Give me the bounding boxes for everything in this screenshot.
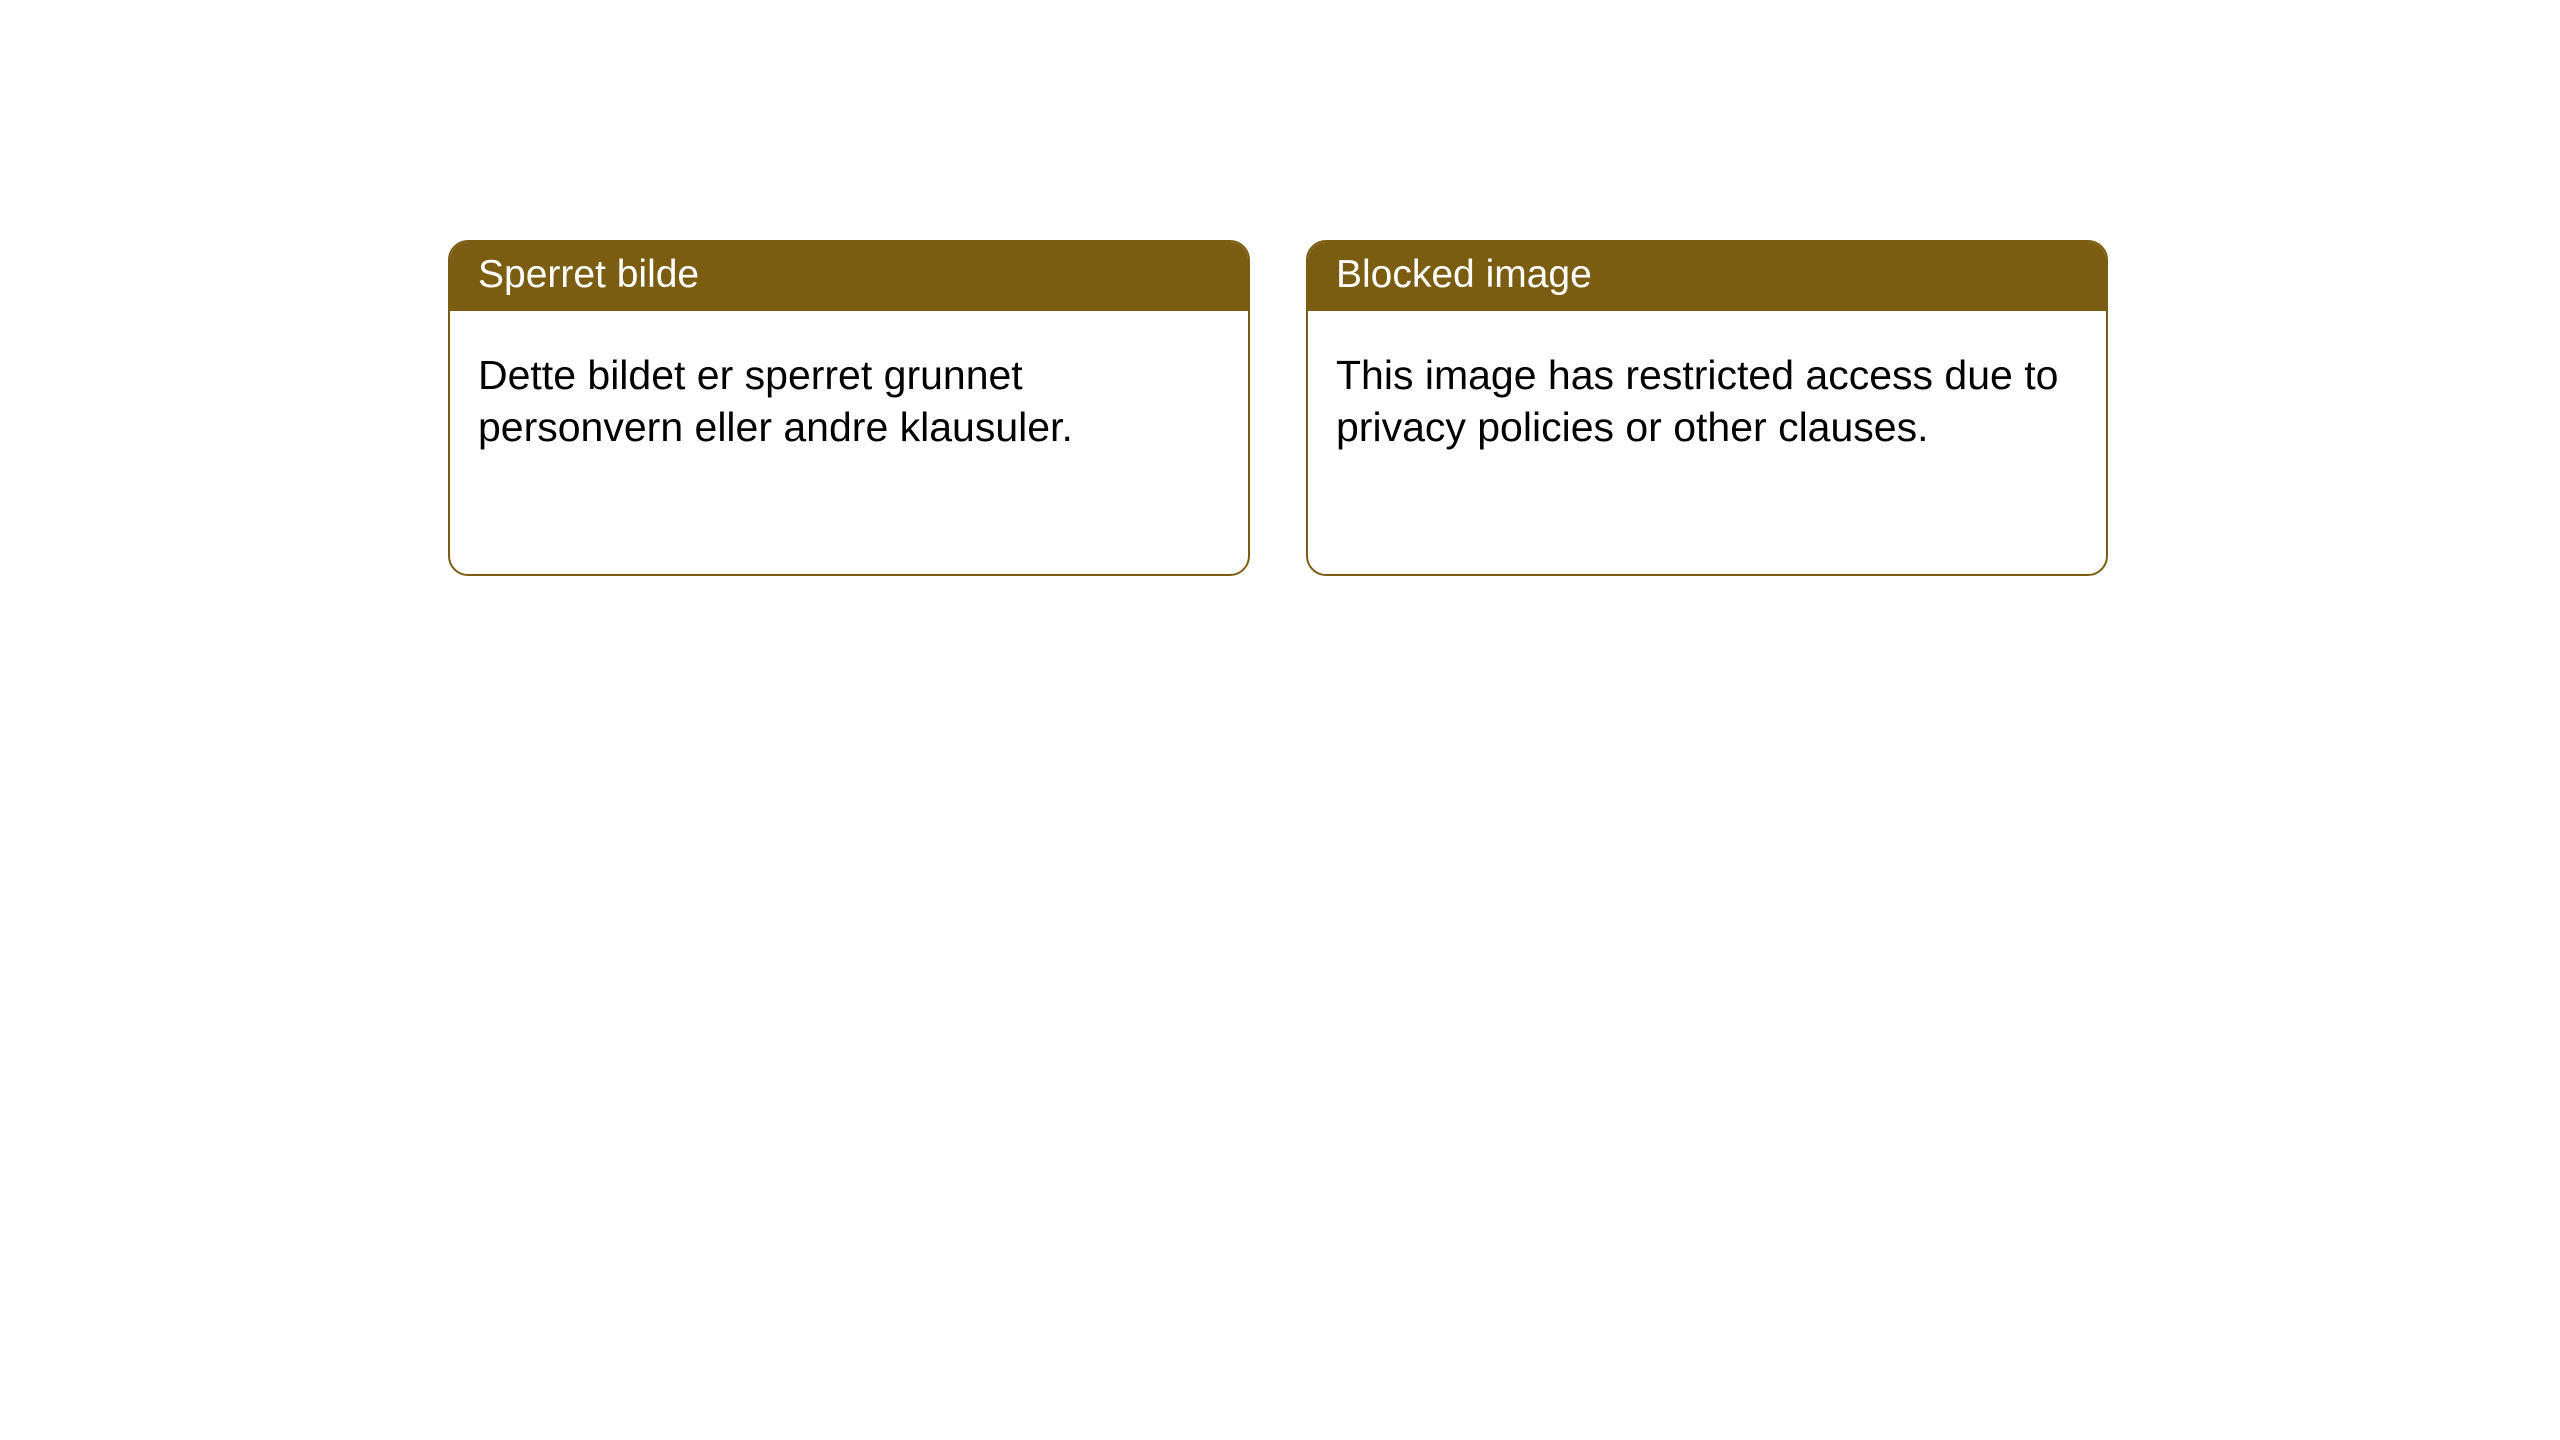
card-body: This image has restricted access due to … <box>1308 311 2106 482</box>
notice-card-norwegian: Sperret bilde Dette bildet er sperret gr… <box>448 240 1250 576</box>
card-header: Blocked image <box>1308 242 2106 311</box>
card-header: Sperret bilde <box>450 242 1248 311</box>
notice-container: Sperret bilde Dette bildet er sperret gr… <box>0 0 2560 576</box>
card-body: Dette bildet er sperret grunnet personve… <box>450 311 1248 482</box>
notice-card-english: Blocked image This image has restricted … <box>1306 240 2108 576</box>
